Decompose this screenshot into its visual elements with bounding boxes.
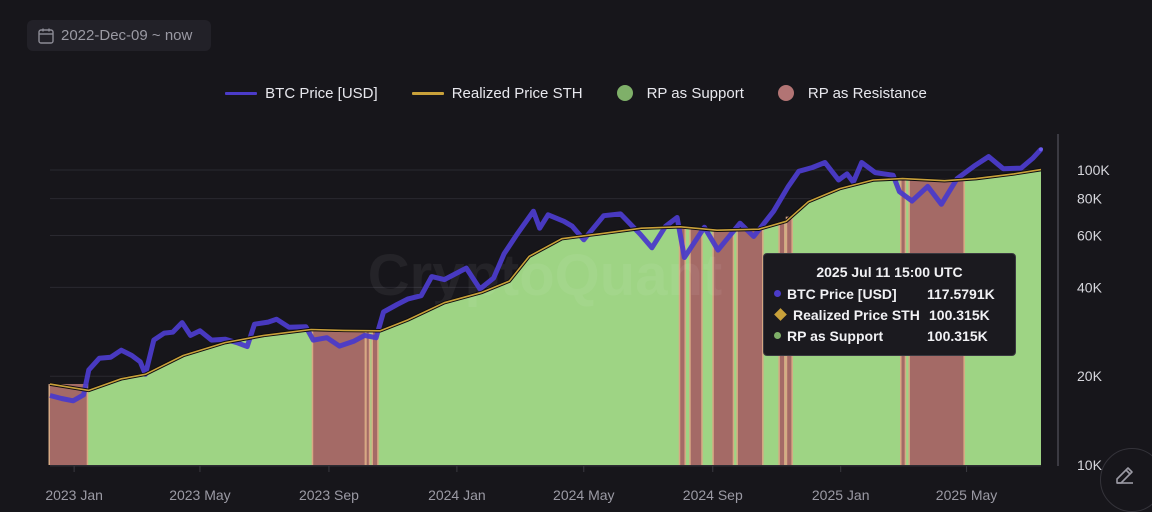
- legend-label: RP as Support: [646, 84, 744, 102]
- tooltip-row-realized-price: Realized Price STH 100.315K: [764, 304, 1015, 325]
- date-range-picker[interactable]: 2022-Dec-09 ~ now: [27, 20, 211, 51]
- date-range-label: 2022-Dec-09 ~ now: [61, 27, 193, 44]
- x-tick-label: 2023 Sep: [299, 487, 359, 503]
- watermark: CryptoQuant: [368, 243, 722, 308]
- legend-item-btc-price[interactable]: BTC Price [USD]: [225, 85, 378, 102]
- tooltip-row-value: 100.315K: [927, 327, 988, 344]
- resistance-zone-band: [366, 330, 369, 465]
- edit-button[interactable]: [1100, 448, 1152, 512]
- x-tick-label: 2024 Jan: [428, 487, 486, 503]
- chart-tooltip: 2025 Jul 11 15:00 UTC BTC Price [USD] 11…: [763, 253, 1016, 356]
- tooltip-dot-marker: [774, 290, 781, 297]
- pencil-icon: [1116, 467, 1133, 484]
- rp-support-dot-swatch: [616, 85, 633, 101]
- x-tick-label: 2025 May: [936, 487, 997, 503]
- y-tick-label: 40K: [1077, 279, 1103, 295]
- legend-item-rp-support[interactable]: RP as Support: [616, 84, 744, 102]
- y-tick-label: 20K: [1077, 368, 1103, 384]
- tooltip-row-name: RP as Support: [787, 327, 884, 344]
- legend-label: RP as Resistance: [807, 84, 927, 102]
- price-series: [49, 147, 1043, 404]
- tooltip-row-name: BTC Price [USD]: [787, 285, 897, 302]
- y-axis-ticks: 10K 20K 40K 60K 80K 100K: [1077, 162, 1110, 473]
- resistance-zone-band: [713, 229, 733, 465]
- y-tick-label: 60K: [1077, 227, 1103, 243]
- calendar-icon: [38, 28, 54, 44]
- tooltip-row-value: 117.5791K: [927, 285, 995, 302]
- support-resistance-zones: [48, 169, 1041, 465]
- tooltip-diamond-marker: [774, 308, 787, 321]
- tooltip-row-value: 100.315K: [929, 306, 990, 323]
- tooltip-row-name: Realized Price STH: [793, 306, 920, 323]
- x-tick-label: 2025 Jan: [812, 487, 870, 503]
- btc-price-line-swatch: [225, 91, 258, 95]
- resistance-zone-band: [372, 330, 378, 465]
- resistance-zone-band: [737, 228, 763, 465]
- y-tick-label: 100K: [1077, 162, 1110, 178]
- chart-legend: BTC Price [USD] Realized Price STH RP as…: [0, 80, 1152, 106]
- tooltip-row-rp-support: RP as Support 100.315K: [764, 325, 1015, 346]
- resistance-zone-band: [680, 226, 685, 465]
- legend-item-rp-resistance[interactable]: RP as Resistance: [777, 84, 927, 102]
- hover-point: [1039, 147, 1043, 152]
- realized-price-sth-line: [49, 168, 1042, 392]
- legend-label: Realized Price STH: [451, 84, 583, 102]
- resistance-zone-band: [313, 329, 365, 465]
- rp-resistance-dot-swatch: [777, 85, 794, 101]
- legend-item-realized-price-sth[interactable]: Realized Price STH: [411, 84, 583, 102]
- x-tick-label: 2024 Sep: [683, 487, 743, 503]
- x-tick-label: 2023 Jan: [45, 487, 103, 503]
- realized-price-line-swatch: [411, 91, 444, 95]
- support-zone-area: [50, 169, 1041, 465]
- tooltip-row-btc-price: BTC Price [USD] 117.5791K: [764, 283, 1015, 304]
- y-tick-label: 80K: [1077, 191, 1103, 207]
- y-tick-label: 10K: [1077, 457, 1103, 473]
- resistance-zone-band: [690, 227, 702, 465]
- x-axis-ticks: 2023 Jan 2023 May 2023 Sep 2024 Jan 2024 May…: [45, 466, 997, 503]
- btc-price-line: [49, 147, 1043, 404]
- tooltip-title: 2025 Jul 11 15:00 UTC: [816, 264, 963, 280]
- tooltip-dot-marker: [774, 332, 781, 339]
- x-tick-label: 2023 May: [169, 487, 230, 503]
- x-tick-label: 2024 May: [553, 487, 614, 503]
- legend-label: BTC Price [USD]: [265, 84, 378, 102]
